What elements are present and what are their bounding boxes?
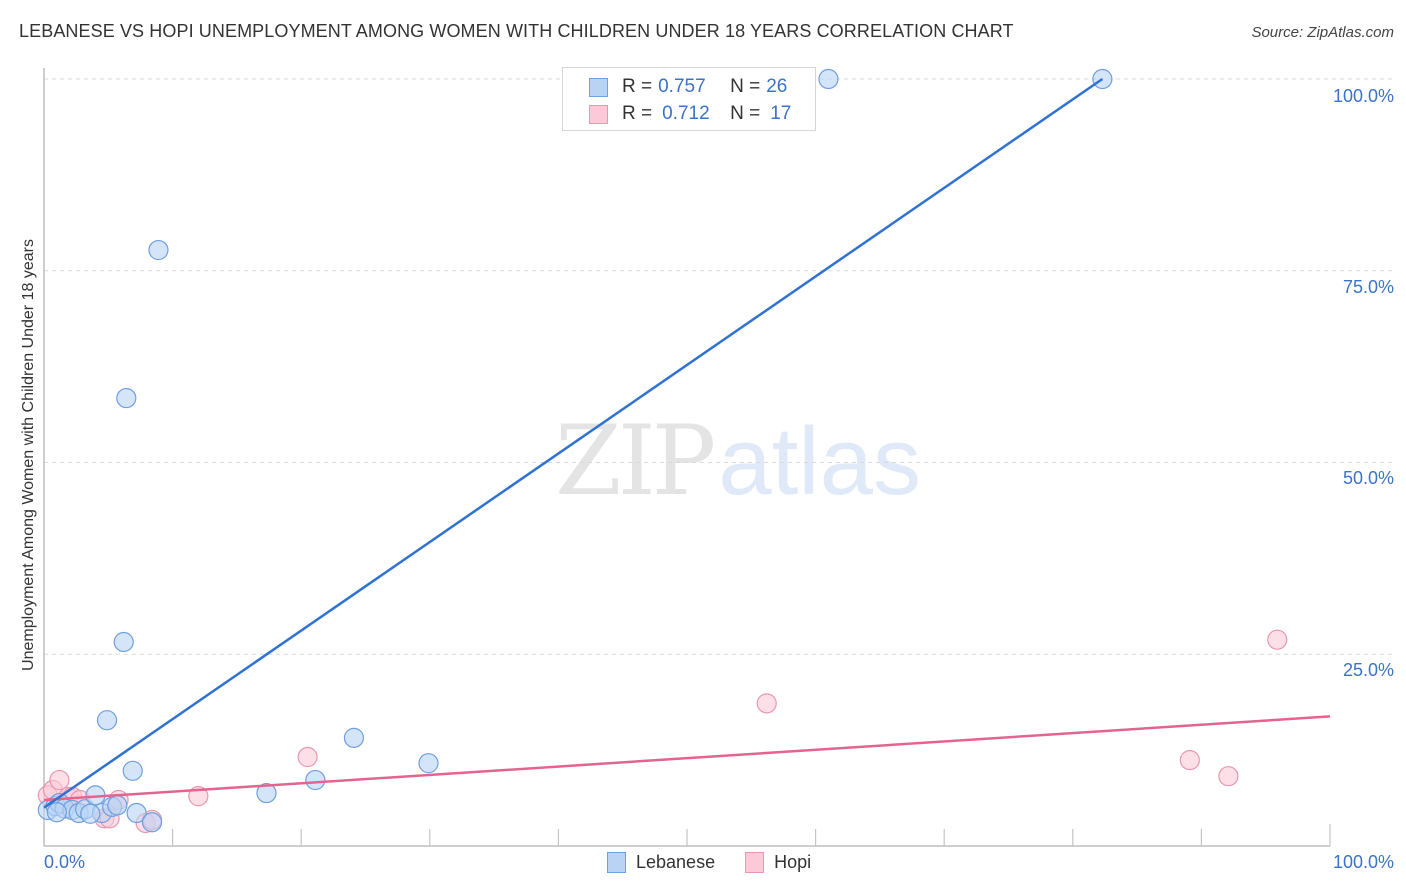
n-value: 26 xyxy=(766,76,788,97)
correlation-legend: R = 0.757 N = 26 R = 0.712 N = 17 xyxy=(562,67,816,131)
data-point xyxy=(107,795,128,816)
gridlines xyxy=(44,78,1392,655)
data-point xyxy=(122,760,143,781)
n-label: N = xyxy=(730,76,761,97)
data-point xyxy=(141,812,163,833)
data-point xyxy=(1179,749,1200,771)
lebanese-points xyxy=(37,68,1113,833)
data-point xyxy=(818,68,839,90)
y-tick-75: 75.0% xyxy=(1342,277,1394,297)
legend-item-hopi[interactable]: Hopi xyxy=(745,852,811,873)
legend-item-lebanese[interactable]: Lebanese xyxy=(607,852,715,873)
r-label: R = xyxy=(622,76,653,97)
axes xyxy=(43,68,1331,847)
r-label: R = xyxy=(622,103,653,124)
watermark-zip: ZIP xyxy=(555,405,716,517)
data-point xyxy=(116,387,137,409)
x-tick-100: 100.0% xyxy=(1332,852,1394,872)
legend-label: Lebanese xyxy=(636,852,716,872)
data-point xyxy=(126,802,147,824)
n-label: N = xyxy=(730,103,761,124)
legend-label: Hopi xyxy=(774,852,812,872)
data-point xyxy=(113,631,134,653)
watermark: ZIPatlas xyxy=(555,405,921,517)
source-label: Source: ZipAtlas.com xyxy=(1251,24,1394,41)
n-value: 17 xyxy=(770,103,792,124)
data-point xyxy=(80,803,101,824)
hopi-swatch-icon xyxy=(745,852,765,873)
legend-row-lebanese: R = 0.757 N = 26 xyxy=(589,75,787,99)
r-value: 0.757 xyxy=(658,76,706,97)
lebanese-swatch-icon xyxy=(607,852,626,873)
data-point xyxy=(256,782,277,804)
data-point xyxy=(96,710,118,731)
x-tick-0: 0.0% xyxy=(44,852,86,872)
data-point xyxy=(756,693,777,714)
data-point xyxy=(305,769,326,791)
data-point xyxy=(1267,629,1288,650)
lebanese-trend-line xyxy=(43,77,1104,809)
lebanese-swatch-icon xyxy=(589,77,608,97)
series-legend: Lebanese Hopi xyxy=(607,852,841,873)
data-point xyxy=(343,727,365,748)
trend-lines xyxy=(43,77,1331,809)
data-point xyxy=(49,769,70,791)
y-tick-100: 100.0% xyxy=(1332,86,1394,106)
data-point xyxy=(418,753,439,774)
r-value: 0.712 xyxy=(662,103,710,124)
data-point xyxy=(1218,766,1239,787)
chart-title: LEBANESE VS HOPI UNEMPLOYMENT AMONG WOME… xyxy=(19,21,1014,41)
hopi-trend-line xyxy=(43,715,1331,802)
hopi-swatch-icon xyxy=(589,104,608,124)
data-point xyxy=(297,746,318,768)
watermark-atlas: atlas xyxy=(718,408,921,515)
legend-row-hopi: R = 0.712 N = 17 xyxy=(589,102,791,126)
data-point xyxy=(148,239,169,261)
y-tick-25: 25.0% xyxy=(1342,660,1394,680)
data-point xyxy=(46,802,67,823)
y-tick-50: 50.0% xyxy=(1342,468,1394,488)
y-axis-label: Unemployment Among Women with Children U… xyxy=(20,239,37,671)
